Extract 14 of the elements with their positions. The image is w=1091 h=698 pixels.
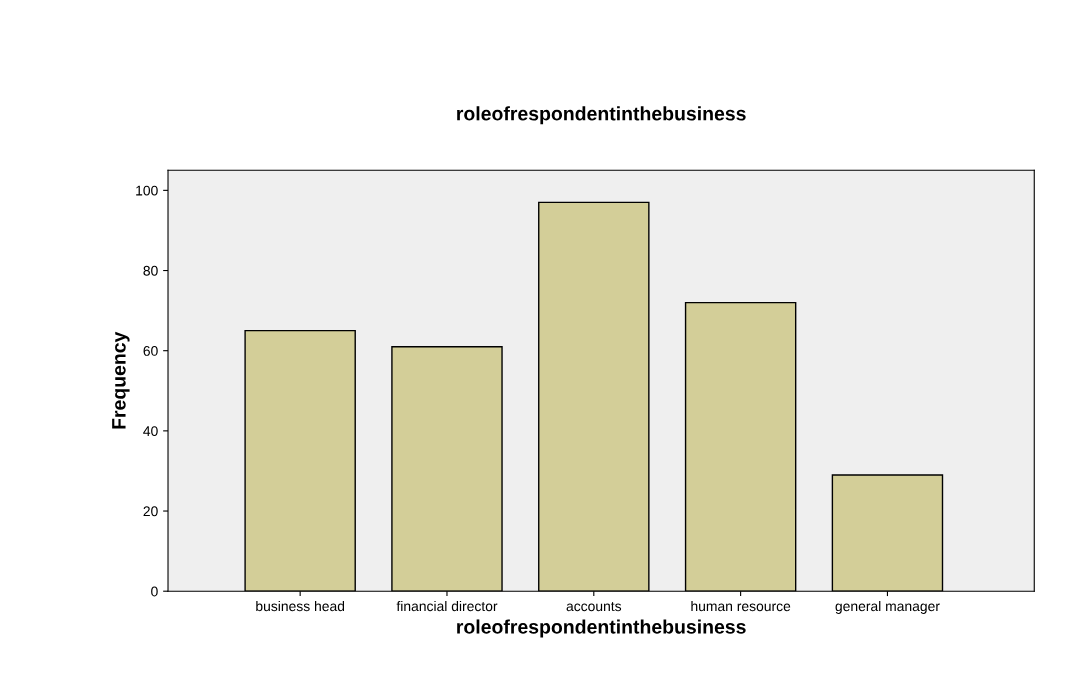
x-axis-title: roleofrespondentinthebusiness: [457, 619, 746, 638]
x-tick-label: business head: [256, 600, 345, 612]
x-tick-label: human resource: [691, 600, 791, 612]
chart-title: roleofrespondentinthebusiness: [457, 106, 746, 125]
y-tick-label: 80: [143, 265, 158, 276]
x-tick-label: financial director: [396, 600, 498, 612]
y-tick-label: 100: [136, 185, 158, 196]
y-tick-label: 0: [151, 586, 158, 597]
x-tick-label: general manager: [835, 600, 940, 614]
y-axis-title: Frequency: [112, 331, 130, 429]
y-tick-label: 40: [143, 426, 158, 437]
y-tick-label: 60: [143, 346, 158, 356]
x-tick-label: accounts: [566, 602, 622, 612]
y-tick-label: 20: [143, 506, 158, 517]
